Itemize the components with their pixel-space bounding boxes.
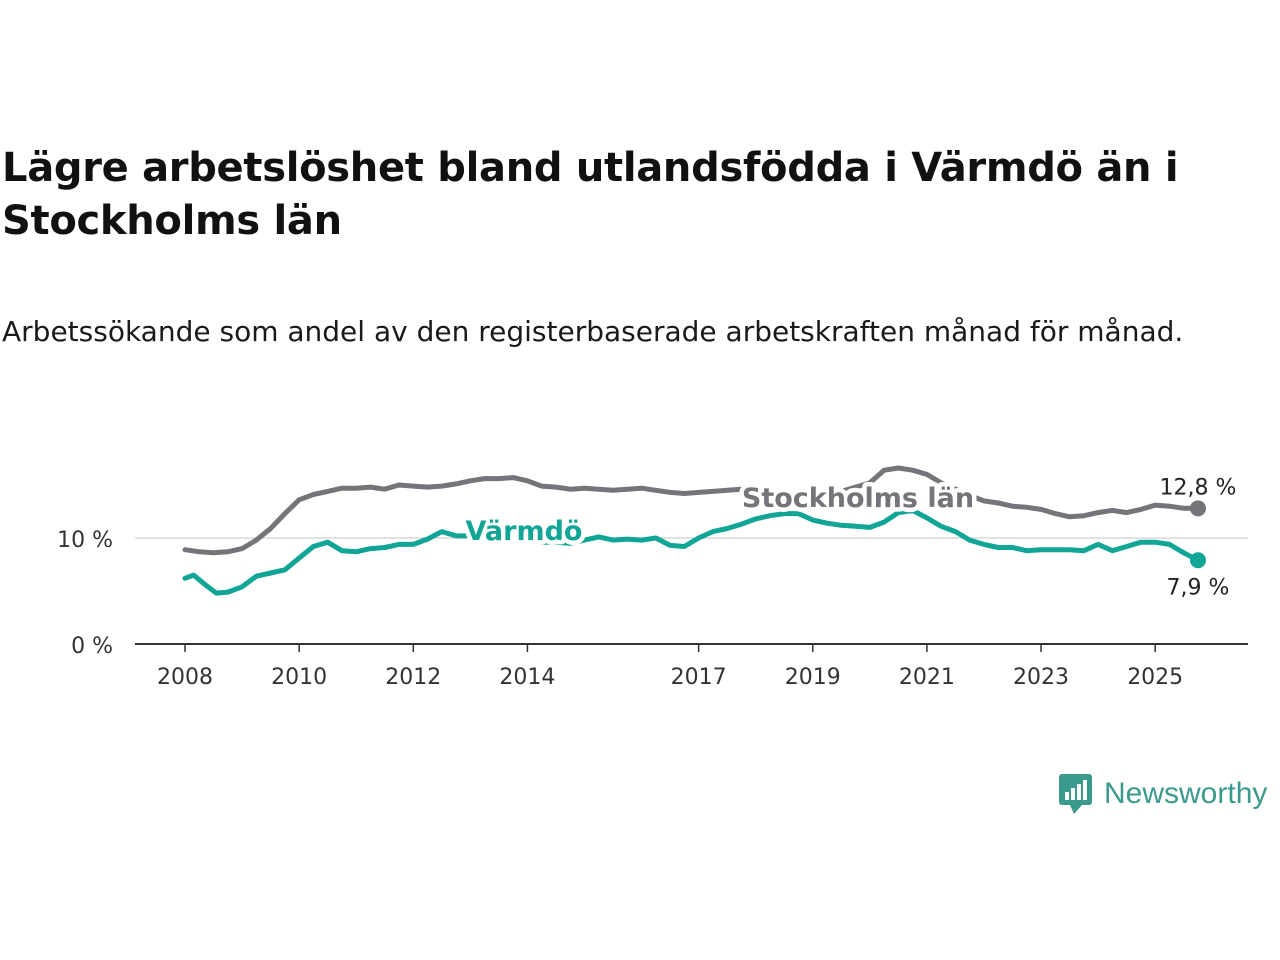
y-tick-label: 0 %	[71, 634, 113, 659]
x-tick-label: 2019	[785, 665, 841, 690]
series-end-point	[1190, 500, 1206, 517]
series-line-stockholms-ln	[182, 465, 1201, 556]
series-name-label: Stockholms län	[742, 483, 974, 514]
chart-subtitle: Arbetssökande som andel av den registerb…	[2, 315, 1184, 348]
x-tick-label: 2014	[499, 665, 555, 690]
series-end-label: 7,9 %	[1167, 575, 1230, 600]
y-tick-label: 10 %	[57, 528, 113, 553]
series-end-label: 12,8 %	[1160, 475, 1237, 500]
x-tick-label: 2012	[385, 665, 441, 690]
x-tick-label: 2010	[271, 665, 327, 690]
x-tick-label: 2008	[157, 665, 213, 690]
x-tick-label: 2025	[1127, 665, 1183, 690]
newsworthy-logo-icon	[1059, 774, 1092, 814]
series-name-label: Värmdö	[466, 516, 583, 547]
chart-title: Lägre arbetslöshet bland utlandsfödda i …	[2, 145, 1179, 244]
brand-name: Newsworthy	[1104, 777, 1268, 810]
newsworthy-logo: Newsworthy	[1058, 772, 1267, 816]
x-tick-label: 2017	[671, 665, 727, 690]
series-line-vrmd	[182, 507, 1201, 596]
x-tick-label: 2023	[1013, 665, 1069, 690]
x-tick-label: 2021	[899, 665, 955, 690]
series-end-point	[1190, 552, 1206, 569]
